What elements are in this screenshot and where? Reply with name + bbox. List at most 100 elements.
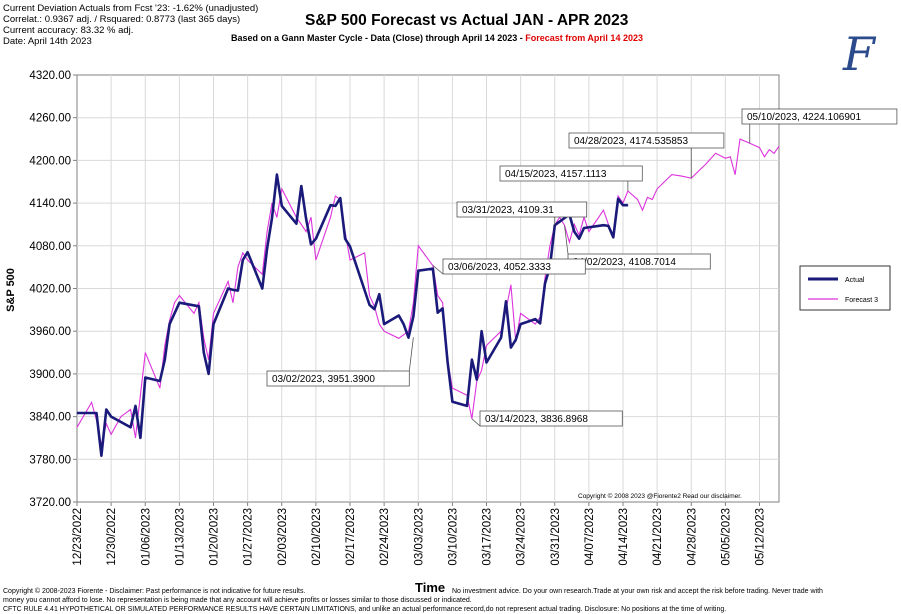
- forecast-3-point: [174, 302, 175, 304]
- forecast-3-point: [378, 323, 380, 325]
- x-axis-ticks: 12/23/2022 12/30/2022 01/06/2023 01/13/2023…: [72, 502, 767, 566]
- forecast-3-point: [164, 345, 166, 346]
- forecast-3-point: [349, 259, 351, 261]
- actual-point: [349, 246, 351, 247]
- annotation-label: 04/15/2023, 4157.1113: [505, 169, 607, 180]
- forecast-3-point: [144, 352, 146, 353]
- forecast-3-point: [305, 231, 307, 233]
- forecast-3-point: [510, 284, 512, 286]
- forecast-3-point: [729, 156, 731, 158]
- actual-point: [403, 323, 405, 325]
- actual-point: [330, 204, 331, 206]
- annotation-box: [266, 370, 410, 387]
- forecast-3-point: [315, 259, 317, 261]
- forecast-3-point: [403, 334, 404, 336]
- actual-point: [76, 412, 78, 414]
- footer-line-3: CFTC RULE 4.41 HYPOTHETICAL OR SIMULATED…: [3, 606, 727, 613]
- copyright-note: Copyright © 2008 2023 @Fiorente2 Read ou…: [578, 492, 742, 500]
- forecast-3-point: [549, 245, 551, 247]
- forecast-3-point: [261, 273, 263, 275]
- actual-point: [408, 337, 409, 339]
- footer-line-1b: No investment advice. Do your own resear…: [452, 588, 823, 595]
- forecast-3-point: [281, 188, 283, 190]
- y-tick-label: 3720.00: [29, 497, 71, 509]
- actual-point: [412, 315, 414, 317]
- actual-point: [261, 288, 263, 289]
- annotation-label: 04/02/2023, 4108.7014: [573, 257, 676, 268]
- forecast-3-point: [569, 241, 570, 243]
- y-axis-ticks: 3720.00 3780.00 3840.00 3900.00 3960.00 4020.…: [29, 70, 77, 509]
- actual-point: [276, 174, 278, 176]
- actual-point: [583, 227, 585, 229]
- annotation-leader: [564, 225, 569, 255]
- forecast-3-point: [651, 199, 653, 200]
- actual-point: [178, 302, 180, 304]
- fiorente-logo-icon: F: [842, 27, 877, 80]
- forecast-3-point: [227, 281, 229, 282]
- forecast-3-point: [193, 313, 195, 314]
- actual-point: [486, 362, 487, 363]
- actual-point: [105, 409, 107, 410]
- y-tick-label: 3960.00: [29, 326, 71, 338]
- forecast-3-point: [300, 224, 302, 225]
- forecast-3-point: [213, 313, 214, 314]
- forecast-3-point: [705, 163, 707, 165]
- forecast-3-point: [588, 231, 590, 233]
- x-tick-label: 03/03/2023: [413, 508, 425, 566]
- gridlines: [77, 75, 779, 502]
- actual-point: [144, 377, 146, 378]
- actual-point: [534, 318, 536, 320]
- x-tick-label: 05/05/2023: [720, 508, 732, 566]
- annotation-box: [442, 258, 586, 275]
- forecast-3-point: [681, 175, 682, 177]
- actual-point: [213, 323, 214, 325]
- forecast-3-point: [242, 252, 244, 254]
- x-tick-label: 12/30/2022: [106, 508, 118, 566]
- annotation-label: 03/31/2023, 4109.31: [462, 205, 554, 216]
- forecast-3-point: [739, 138, 741, 140]
- forecast-3-point: [91, 402, 92, 403]
- actual-point: [398, 315, 400, 316]
- actual-point: [164, 359, 166, 361]
- actual-point: [315, 238, 317, 240]
- actual-point: [139, 437, 141, 439]
- x-tick-label: 03/31/2023: [550, 508, 562, 566]
- actual-point: [266, 248, 268, 250]
- actual-point: [554, 224, 556, 226]
- actual-point: [310, 243, 312, 245]
- forecast-3-point: [715, 152, 716, 154]
- actual-point: [242, 259, 244, 261]
- actual-point: [500, 337, 502, 339]
- stat-accuracy: Current accuracy: 83.32 % adj.: [3, 25, 134, 36]
- annotation-leader: [432, 265, 444, 275]
- legend-forecast-label: Forecast 3: [845, 297, 878, 304]
- x-tick-label: 01/20/2023: [209, 508, 221, 566]
- forecast-3-point: [383, 330, 385, 332]
- x-tick-label: 02/24/2023: [379, 508, 391, 566]
- x-tick-label: 02/17/2023: [345, 508, 357, 566]
- annotation-label: 03/14/2023, 3836.8968: [485, 414, 588, 425]
- actual-point: [169, 323, 171, 325]
- forecast-3-point: [237, 266, 239, 268]
- forecast-3-point: [452, 387, 453, 389]
- forecast-3-point: [520, 313, 521, 314]
- annotation-layer: 05/10/2023, 4224.106901 04/28/2023, 4174.…: [266, 108, 898, 427]
- actual-point: [281, 205, 283, 207]
- actual-point: [544, 283, 546, 284]
- forecast-3-point: [335, 195, 336, 197]
- actual-point: [271, 217, 273, 219]
- x-tick-label: 02/03/2023: [277, 508, 289, 566]
- annotation-label: 04/28/2023, 4174.535853: [574, 136, 688, 147]
- stat-correlation: Correlat.: 0.9367 adj. / Rsquared: 0.877…: [3, 14, 241, 25]
- x-tick-label: 02/10/2023: [311, 508, 323, 566]
- forecast-3-point: [768, 149, 770, 151]
- forecast-3-point: [671, 174, 673, 176]
- annotation-label: 05/10/2023, 4224.106901: [747, 112, 861, 123]
- forecast-3-point: [734, 174, 736, 176]
- logo-letter: F: [842, 27, 877, 80]
- y-tick-label: 4260.00: [29, 113, 71, 125]
- legend-box: [799, 265, 891, 311]
- forecast-3-point: [276, 216, 278, 218]
- annotation-box: [479, 410, 623, 427]
